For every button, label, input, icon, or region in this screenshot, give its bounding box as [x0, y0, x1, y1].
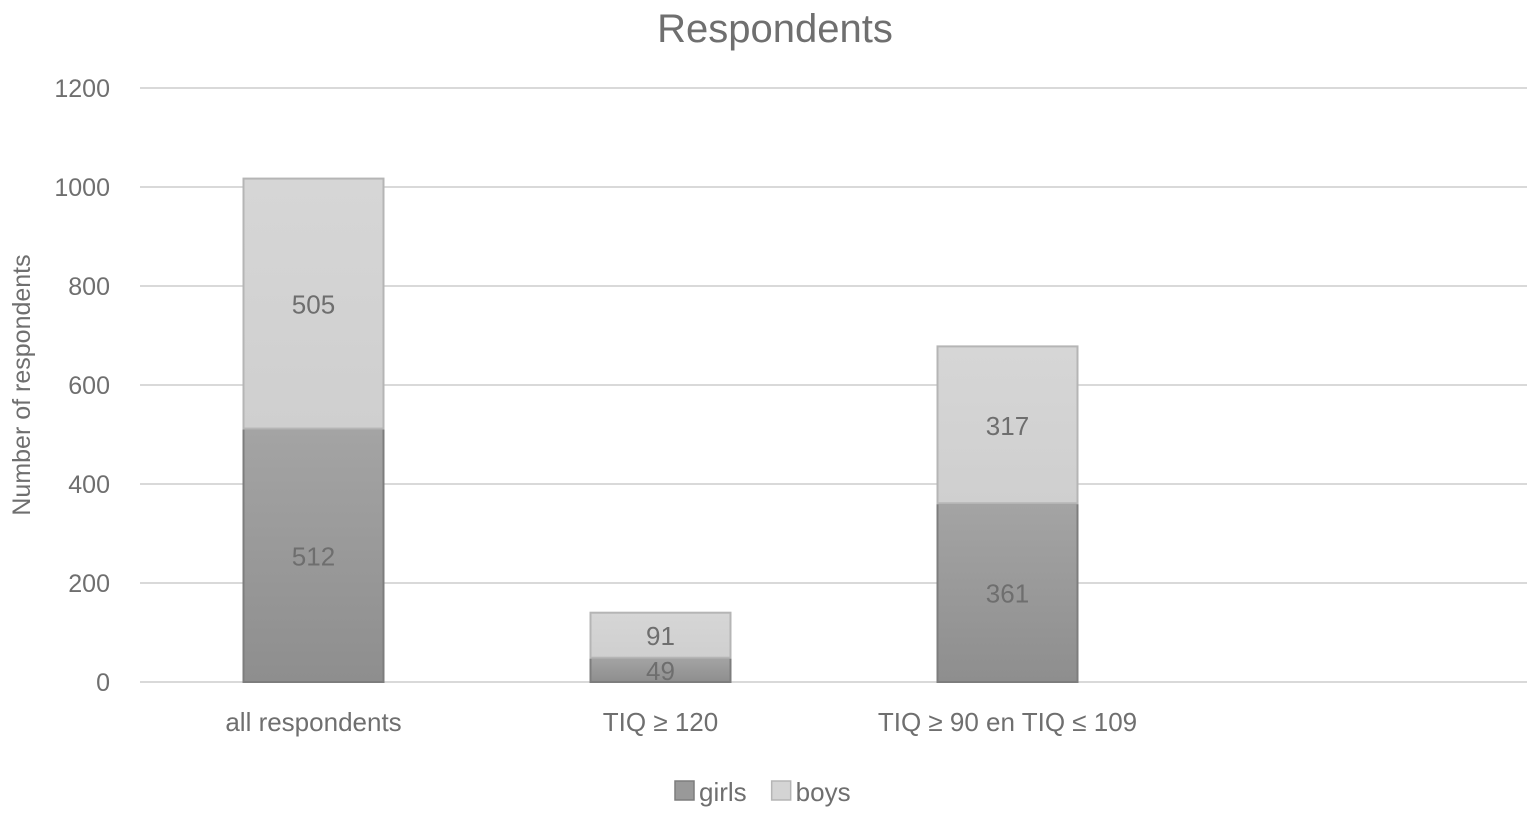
bar-girls-2 [936, 502, 1079, 683]
y-tick-label: 800 [68, 273, 110, 301]
bar-boys-1 [589, 611, 732, 659]
chart-title: Respondents [657, 7, 893, 51]
category-label: all respondents [225, 707, 401, 737]
y-axis-ticks: 0 200 400 600 800 1000 1200 [54, 75, 110, 697]
data-labels: 512 505 49 91 361 317 [292, 290, 1029, 686]
y-tick-label: 600 [68, 372, 110, 400]
data-label-girls-1: 49 [646, 656, 675, 686]
legend: girls boys [674, 777, 851, 807]
data-label-boys-0: 505 [292, 290, 335, 320]
y-tick-label: 200 [68, 570, 110, 598]
bar-boys-0 [242, 177, 385, 430]
category-label: TIQ ≥ 120 [603, 707, 718, 737]
legend-swatch-girls [674, 780, 695, 801]
data-label-boys-2: 317 [986, 411, 1029, 441]
data-label-girls-0: 512 [292, 541, 335, 571]
bar-girls-1 [589, 656, 732, 683]
category-label: TIQ ≥ 90 en TIQ ≤ 109 [878, 707, 1137, 737]
data-label-boys-1: 91 [646, 621, 675, 651]
legend-label-boys: boys [796, 777, 851, 807]
y-axis-title: Number of respondents [8, 254, 36, 515]
x-axis-categories: all respondents TIQ ≥ 120 TIQ ≥ 90 en TIQ … [225, 707, 1137, 737]
y-tick-label: 1000 [54, 174, 110, 202]
y-tick-label: 0 [96, 669, 110, 697]
y-tick-label: 400 [68, 471, 110, 499]
legend-label-girls: girls [699, 777, 747, 807]
bar-girls-0 [242, 427, 385, 683]
bars [242, 177, 1079, 683]
bar-boys-2 [936, 345, 1079, 505]
y-tick-label: 1200 [54, 75, 110, 103]
data-label-girls-2: 361 [986, 579, 1029, 609]
legend-swatch-boys [770, 780, 792, 801]
